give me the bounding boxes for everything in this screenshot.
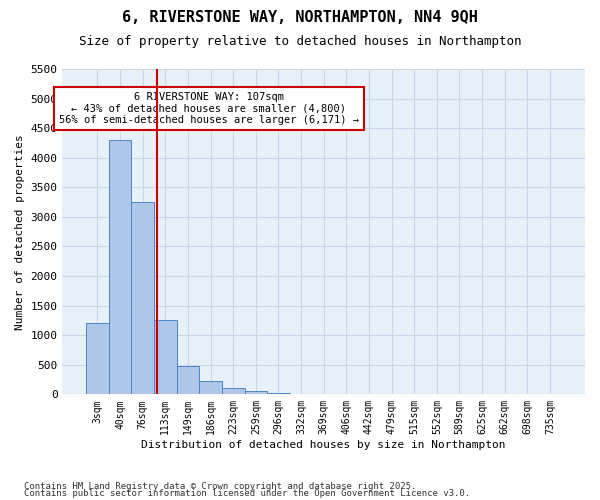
Bar xyxy=(222,388,245,394)
Text: Size of property relative to detached houses in Northampton: Size of property relative to detached ho… xyxy=(79,35,521,48)
Y-axis label: Number of detached properties: Number of detached properties xyxy=(15,134,25,330)
Bar xyxy=(267,393,290,394)
Text: Contains public sector information licensed under the Open Government Licence v3: Contains public sector information licen… xyxy=(24,490,470,498)
Bar xyxy=(109,140,131,394)
Bar xyxy=(154,320,176,394)
Bar xyxy=(176,366,199,394)
Bar xyxy=(199,382,222,394)
Text: Contains HM Land Registry data © Crown copyright and database right 2025.: Contains HM Land Registry data © Crown c… xyxy=(24,482,416,491)
X-axis label: Distribution of detached houses by size in Northampton: Distribution of detached houses by size … xyxy=(142,440,506,450)
Text: 6 RIVERSTONE WAY: 107sqm
← 43% of detached houses are smaller (4,800)
56% of sem: 6 RIVERSTONE WAY: 107sqm ← 43% of detach… xyxy=(59,92,359,125)
Bar xyxy=(86,324,109,394)
Bar xyxy=(245,392,267,394)
Bar xyxy=(131,202,154,394)
Text: 6, RIVERSTONE WAY, NORTHAMPTON, NN4 9QH: 6, RIVERSTONE WAY, NORTHAMPTON, NN4 9QH xyxy=(122,10,478,25)
